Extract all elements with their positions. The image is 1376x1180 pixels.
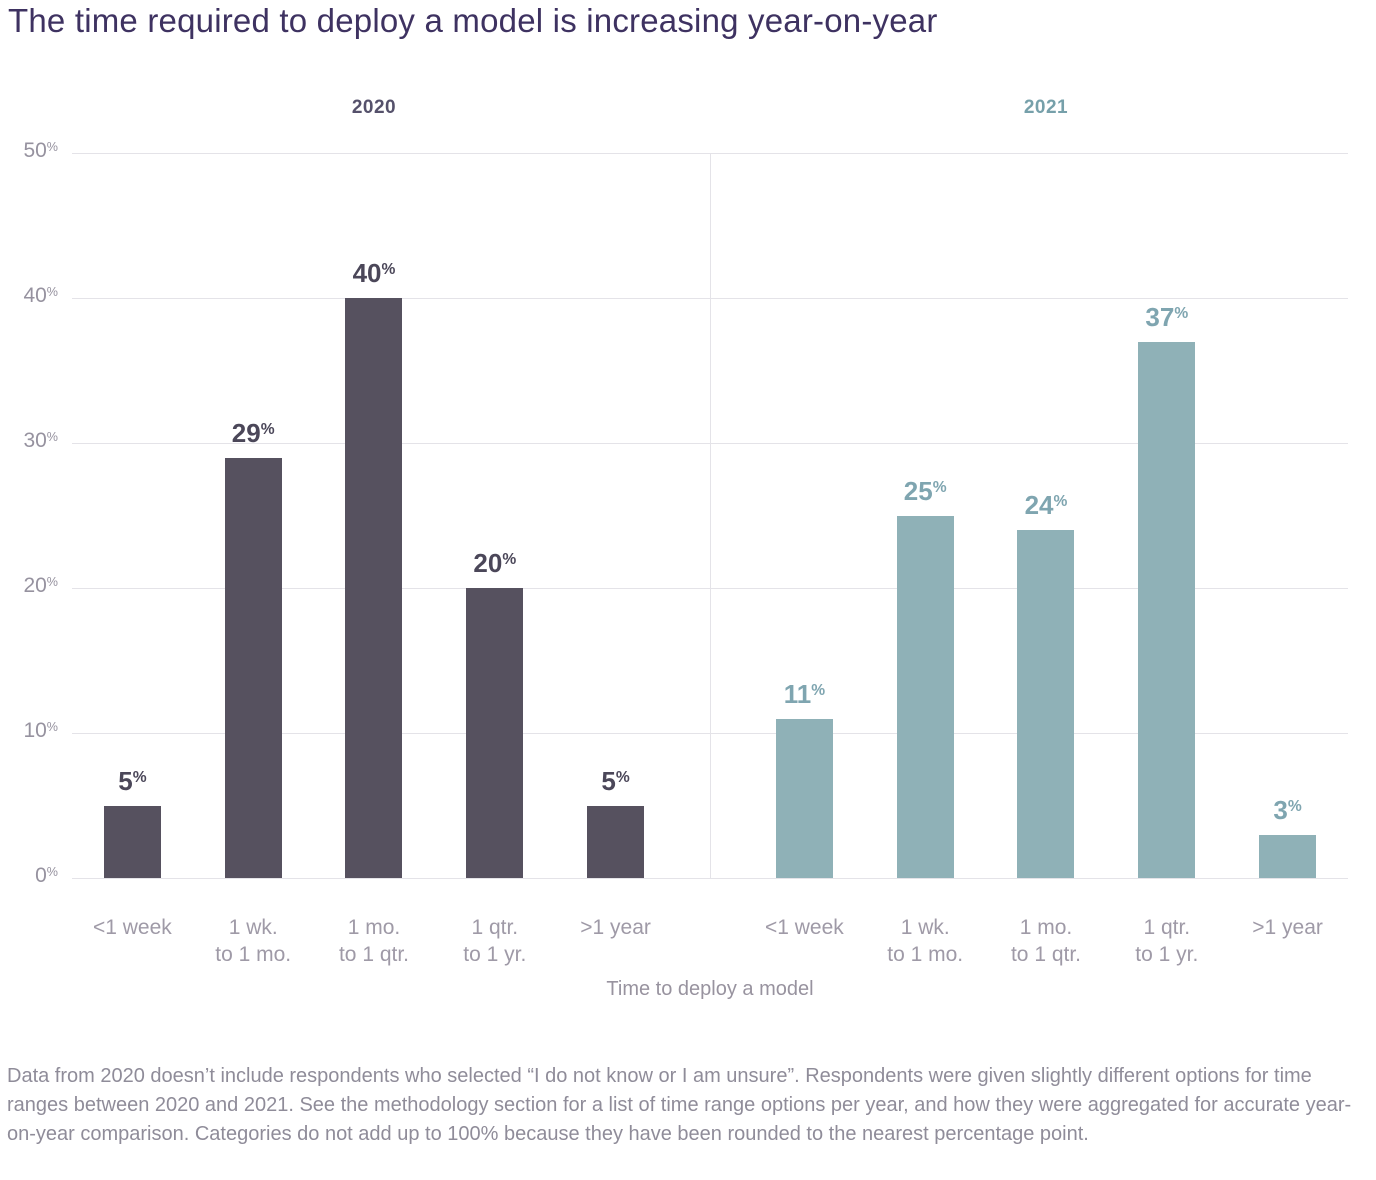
bar-slot: 3% >1 year: [1227, 153, 1348, 940]
bar-value-label: 3%: [1273, 794, 1302, 825]
bar: [775, 718, 833, 878]
bar-slot: 5% >1 year: [555, 153, 676, 940]
bar-value-label: 29%: [231, 417, 275, 448]
bar-slot: 29% 1 wk. to 1 mo.: [193, 153, 314, 967]
year-panel-2020: 2020 5% <1 week 29% 1 wk. to 1 mo. 40% 1 mo. …: [72, 97, 710, 967]
x-axis-title: Time to deploy a model: [606, 978, 814, 1000]
bar-slot: 5% <1 week: [72, 153, 193, 940]
x-category-label: <1 week: [764, 916, 844, 939]
bar-slot: 40% 1 mo. to 1 qtr.: [314, 153, 435, 966]
bar-value-label: 37%: [1145, 301, 1189, 332]
y-tick-label: 50%: [23, 139, 58, 162]
bar-slot: 24% 1 mo. to 1 qtr.: [986, 153, 1107, 966]
bar-slot: 25% 1 wk. to 1 mo.: [865, 153, 986, 967]
y-tick-label: 20%: [23, 574, 58, 597]
bar-value-label: 25%: [903, 475, 947, 506]
bar-value-label: 5%: [601, 765, 630, 796]
chart-plot-area: 2020 5% <1 week 29% 1 wk. to 1 mo. 40% 1 mo. …: [23, 97, 1348, 967]
bar-value-label: 40%: [352, 258, 396, 288]
x-category-label: 1 wk. to 1 mo.: [887, 916, 964, 966]
x-category-label: 1 qtr. to 1 yr.: [1135, 916, 1199, 966]
x-category-label: >1 year: [1252, 916, 1323, 939]
y-tick-label: 10%: [23, 719, 58, 742]
bar: [587, 805, 645, 878]
y-tick-label: 0%: [35, 864, 58, 887]
bar: [103, 805, 161, 878]
bar: [345, 298, 403, 878]
bar: [1138, 341, 1196, 878]
bar-value-label: 11%: [783, 678, 826, 709]
x-category-label: <1 week: [92, 916, 172, 939]
panel-divider: [710, 153, 711, 878]
x-category-label: 1 mo. to 1 qtr.: [1010, 916, 1082, 966]
bar-value-label: 20%: [473, 548, 517, 578]
bar-slot: 20% 1 qtr. to 1 yr.: [434, 153, 555, 966]
bar-value-label: 5%: [118, 765, 147, 796]
bar-value-label: 24%: [1024, 490, 1068, 520]
bar-slot: 37% 1 qtr. to 1 yr.: [1106, 153, 1227, 967]
bar: [1017, 530, 1075, 878]
footnote: Data from 2020 doesn’t include responden…: [7, 1065, 1352, 1145]
y-tick-label: 40%: [23, 284, 58, 307]
bar: [224, 457, 282, 878]
year-header-2021: 2021: [1023, 97, 1069, 118]
page-title: The time required to deploy a model is i…: [8, 2, 938, 39]
y-tick-label: 30%: [23, 429, 58, 452]
year-header-2020: 2020: [351, 97, 397, 118]
bar: [896, 515, 954, 878]
x-category-label: >1 year: [580, 916, 651, 939]
bar-slot: 11% <1 week: [744, 153, 865, 940]
bar: [466, 588, 524, 878]
year-panel-2021: 2021 11% <1 week 25% 1 wk. to 1 mo. 24% 1 mo.…: [710, 97, 1348, 967]
bar: [1259, 834, 1317, 878]
x-category-label: 1 wk. to 1 mo.: [215, 916, 292, 966]
x-category-label: 1 mo. to 1 qtr.: [338, 916, 410, 966]
x-category-label: 1 qtr. to 1 yr.: [463, 916, 527, 966]
gridline: [72, 877, 1348, 879]
